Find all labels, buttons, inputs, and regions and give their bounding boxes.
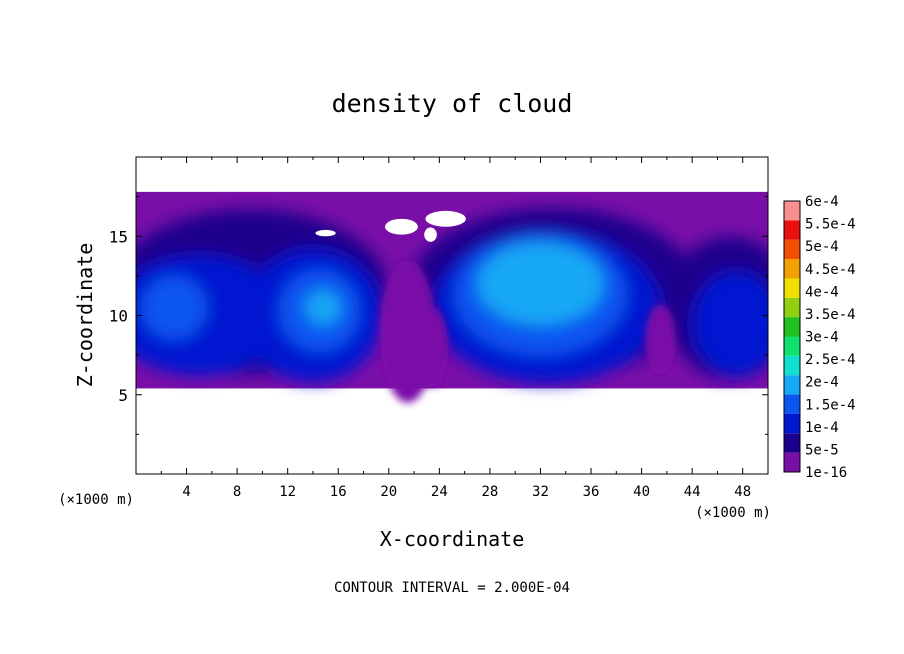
x-axis-unit: (×1000 m) (695, 505, 771, 521)
colorbar-label: 5.5e-4 (805, 217, 856, 233)
cell-gaps (379, 260, 676, 403)
chart-title: density of cloud (332, 89, 573, 118)
colorbar-swatch (784, 413, 800, 434)
colorbar-label: 5e-4 (805, 239, 839, 255)
colorbar: 1e-16 5e-5 1e-4 1.5e-4 2e-4 2.5e-4 3e-4 3.5e-4 4… (783, 194, 856, 481)
colorbar-swatch (784, 201, 800, 221)
cell-peak (477, 242, 604, 326)
colorbar-label: 2e-4 (805, 375, 839, 391)
y-tick-label: 10 (109, 307, 128, 326)
colorbar-label: 3e-4 (805, 330, 839, 346)
x-tick-label: 16 (330, 484, 347, 500)
gap-region (645, 304, 676, 375)
y-axis-ticks: 5 10 15 (109, 196, 768, 435)
contour-interval-note: CONTOUR INTERVAL = 2.000E-04 (334, 580, 570, 596)
colorbar-label: 1.5e-4 (805, 397, 856, 413)
colorbar-swatch (784, 317, 800, 337)
gap-region (417, 307, 449, 387)
x-tick-label: 8 (233, 484, 241, 500)
colorbar-swatch (784, 278, 800, 298)
cloud-density-field (136, 191, 768, 403)
x-tick-label: 40 (633, 484, 650, 500)
colorbar-swatch (784, 375, 800, 395)
colorbar-label: 6e-4 (805, 194, 839, 210)
colorbar-label: 1e-16 (805, 465, 847, 481)
colorbar-swatch (784, 355, 800, 376)
colorbar-label: 4e-4 (805, 284, 839, 300)
colorbar-swatch (784, 336, 800, 356)
colorbar-label: 5e-5 (805, 442, 839, 458)
colorbar-label: 4.5e-4 (805, 262, 856, 278)
x-tick-label: 24 (431, 484, 448, 500)
colorbar-swatch (784, 297, 800, 318)
x-tick-label: 20 (380, 484, 397, 500)
cell-peak (305, 290, 341, 326)
colorbar-swatch (784, 239, 800, 260)
y-tick-label: 15 (109, 227, 128, 246)
x-tick-label: 36 (583, 484, 600, 500)
colorbar-swatch (784, 220, 800, 240)
x-axis-label: X-coordinate (380, 527, 525, 551)
clear-air-hole (385, 218, 418, 235)
x-tick-label: 32 (532, 484, 549, 500)
x-tick-label: 28 (481, 484, 498, 500)
colorbar-swatch (784, 433, 800, 453)
y-tick-label: 5 (118, 386, 128, 405)
clear-air-hole (424, 227, 437, 242)
colorbar-swatch (784, 259, 800, 279)
colorbar-swatch (784, 452, 800, 472)
y-axis-label: Z-coordinate (73, 243, 97, 388)
x-tick-label: 48 (734, 484, 751, 500)
cell-core (141, 275, 207, 340)
colorbar-label: 1e-4 (805, 420, 839, 436)
x-tick-label: 12 (279, 484, 296, 500)
cloud-cells (136, 207, 768, 384)
colorbar-label: 3.5e-4 (805, 307, 856, 323)
x-tick-label: 44 (684, 484, 701, 500)
clear-air-hole (315, 229, 336, 237)
colorbar-label: 2.5e-4 (805, 352, 856, 368)
colorbar-swatch (784, 394, 800, 414)
y-axis-unit: (×1000 m) (58, 492, 134, 508)
cell-body (692, 271, 768, 376)
colorbar-frame (783, 200, 801, 473)
clear-air-hole (425, 210, 466, 227)
x-tick-label: 4 (182, 484, 190, 500)
x-axis-ticks: 4 8 12 16 20 24 28 32 36 40 44 48 (160, 157, 751, 500)
